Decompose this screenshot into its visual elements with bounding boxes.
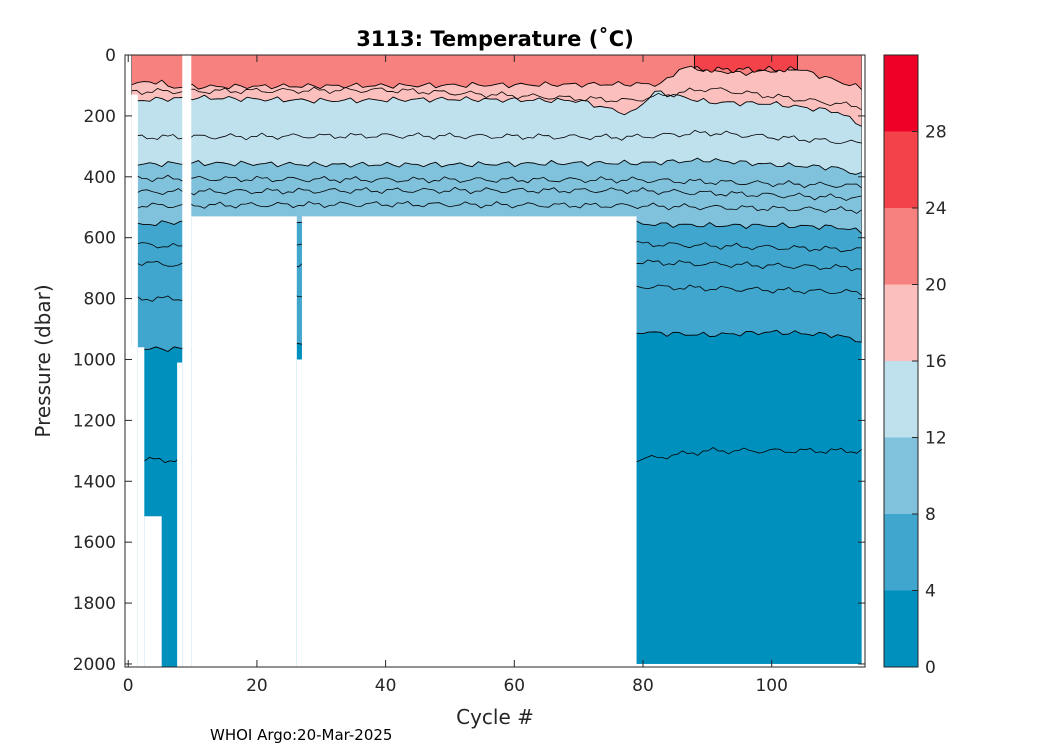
x-tick-label: 60 — [503, 676, 525, 696]
isotherm-11 — [131, 174, 863, 189]
x-tick-label: 40 — [375, 676, 397, 696]
colorbar-tick-label: 20 — [925, 276, 947, 296]
x-tick-label: 80 — [632, 676, 654, 696]
no-data-below-4 — [177, 362, 183, 667]
y-tick-label: 1600 — [73, 533, 116, 553]
colorbar-level — [884, 514, 918, 591]
missing-data-mask — [125, 55, 865, 667]
colorbar-tick-label: 24 — [925, 199, 947, 219]
colorbar-tick-label: 28 — [925, 123, 947, 143]
y-tick-label: 600 — [84, 229, 116, 249]
colorbar-level — [884, 55, 918, 132]
no-data-below-2 — [144, 516, 162, 667]
y-tick-label: 800 — [84, 290, 116, 310]
x-axis-label: Cycle # — [456, 705, 534, 729]
credit-text: WHOI Argo:20-Mar-2025 — [210, 726, 392, 744]
y-tick-label: 1000 — [73, 350, 116, 370]
colorbar-tick-label: 0 — [925, 658, 936, 678]
plot-frame — [124, 54, 866, 668]
no-data-below-6 — [296, 359, 302, 667]
colorbar-level — [884, 361, 918, 438]
y-tick-label: 400 — [84, 168, 116, 188]
y-tick-label: 2000 — [73, 655, 116, 675]
no-data-below-8 — [636, 663, 862, 667]
y-axis-ticks: 0 200 400 600 800 1000 1200 1400 1600 1800 2000 — [73, 46, 865, 675]
temp-band-20-24 — [130, 54, 863, 91]
colorbar-level — [884, 131, 918, 208]
isotherm-10 — [131, 186, 862, 201]
y-tick-label: 0 — [105, 46, 116, 66]
x-tick-label: 20 — [246, 676, 268, 696]
isotherm-18 — [131, 86, 862, 111]
colorbar-level — [884, 284, 918, 361]
colorbar-level — [884, 437, 918, 514]
y-tick-label: 1400 — [73, 472, 116, 492]
colorbar-tick-label: 8 — [925, 505, 936, 525]
no-data-below-0 — [131, 94, 138, 667]
isotherm-9 — [131, 201, 863, 214]
no-data-gap — [182, 55, 192, 667]
colorbar-tick-label: 12 — [925, 429, 947, 449]
x-tick-label: 100 — [755, 676, 787, 696]
y-axis-label: Pressure (dbar) — [31, 284, 55, 437]
colorbar-level — [884, 208, 918, 285]
no-data-below-1 — [137, 347, 145, 667]
isotherm-14 — [131, 129, 862, 144]
y-tick-label: 1800 — [73, 594, 116, 614]
colorbar-tick-label: 4 — [925, 582, 936, 602]
y-tick-label: 1200 — [73, 411, 116, 431]
x-axis-ticks: 0 20 40 60 80 100 — [123, 55, 788, 696]
colorbar-level — [884, 590, 918, 667]
no-data-left — [125, 55, 132, 667]
plot-area — [124, 54, 866, 668]
colorbar: 0 4 8 12 16 20 24 28 — [883, 54, 947, 678]
no-data-below-5 — [191, 216, 297, 667]
chart-title: 3113: Temperature (˚C) — [356, 27, 634, 51]
y-tick-label: 200 — [84, 107, 116, 127]
no-data-below-7 — [301, 216, 637, 667]
colorbar-tick-label: 16 — [925, 352, 947, 372]
x-tick-label: 0 — [123, 676, 134, 696]
no-data-right — [861, 55, 865, 667]
